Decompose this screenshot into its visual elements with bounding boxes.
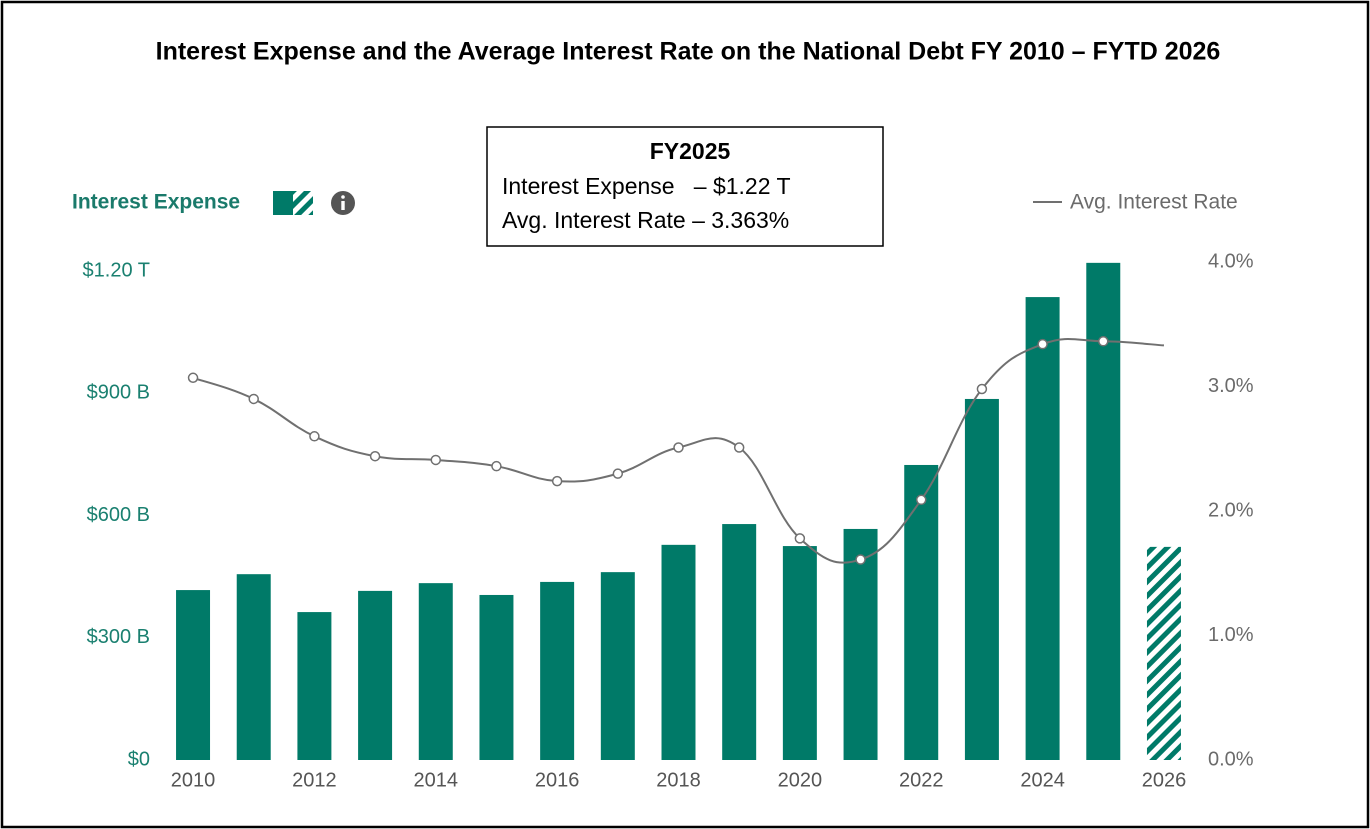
x-tick-label: 2018 <box>656 769 701 791</box>
legend-right: Avg. Interest Rate <box>1033 191 1238 214</box>
bar <box>1025 297 1060 760</box>
bar <box>418 583 453 760</box>
rate-marker <box>976 383 988 395</box>
rate-marker <box>673 442 684 453</box>
rate-marker <box>369 450 381 462</box>
bar <box>297 612 332 760</box>
rate-marker <box>430 454 442 466</box>
y-tick-label: $300 B <box>87 626 150 648</box>
annotation-line: Interest Expense – $1.22 T <box>502 173 791 199</box>
legend-left: Interest Expense <box>72 191 355 215</box>
rate-marker <box>491 460 502 472</box>
chart-title: Interest Expense and the Average Interes… <box>156 38 1221 66</box>
bar <box>358 590 393 760</box>
legend-label: Avg. Interest Rate <box>1070 191 1238 214</box>
y2-tick-label: 4.0% <box>1208 250 1254 272</box>
bar <box>176 590 211 760</box>
rate-marker <box>551 475 563 487</box>
annotation-title: FY2025 <box>650 138 731 164</box>
bar <box>600 572 635 760</box>
y-tick-label: $1.20 T <box>83 259 150 281</box>
x-tick-label: 2020 <box>778 769 823 791</box>
x-tick-label: 2022 <box>899 769 944 791</box>
rate-marker <box>248 393 259 405</box>
bar <box>964 398 999 760</box>
rate-marker <box>612 468 624 479</box>
bar <box>540 581 575 760</box>
bar <box>661 544 696 760</box>
rate-marker <box>309 431 320 442</box>
y2-tick-label: 0.0% <box>1208 748 1254 770</box>
x-tick-label: 2026 <box>1142 769 1187 791</box>
rate-marker <box>187 372 199 384</box>
y2-tick-label: 3.0% <box>1208 375 1254 397</box>
rate-marker <box>915 494 927 506</box>
y-tick-label: $0 <box>128 748 150 770</box>
bar <box>722 524 757 760</box>
annotation-box: FY2025 Interest Expense – $1.22 T Avg. I… <box>486 126 884 247</box>
rate-line <box>192 337 1165 564</box>
rate-marker <box>733 442 745 453</box>
bar <box>843 528 878 760</box>
x-tick-label: 2014 <box>414 769 459 791</box>
bar <box>782 546 817 760</box>
rate-marker <box>1037 338 1048 350</box>
y-tick-label: $900 B <box>87 382 150 404</box>
rate-marker <box>1098 336 1109 347</box>
legend-swatch-hatched <box>293 191 313 215</box>
annotation-frame <box>486 126 884 247</box>
legend-label: Interest Expense <box>72 191 240 214</box>
y2-tick-label: 2.0% <box>1208 499 1254 521</box>
x-tick-label: 2024 <box>1020 769 1065 791</box>
bar-partial-year <box>1146 546 1181 760</box>
x-tick-label: 2016 <box>535 769 580 791</box>
legend-swatch <box>273 191 293 215</box>
bar <box>904 464 939 760</box>
x-tick-label: 2010 <box>171 769 216 791</box>
annotation-line: Avg. Interest Rate – 3.363% <box>502 207 789 233</box>
y-tick-label: $600 B <box>87 504 150 526</box>
y2-tick-label: 1.0% <box>1208 624 1254 646</box>
bar <box>479 594 514 760</box>
rate-marker <box>855 554 866 565</box>
bar <box>236 574 271 760</box>
info-icon[interactable] <box>331 191 355 215</box>
rate-marker <box>794 533 806 544</box>
x-tick-label: 2012 <box>292 769 337 791</box>
